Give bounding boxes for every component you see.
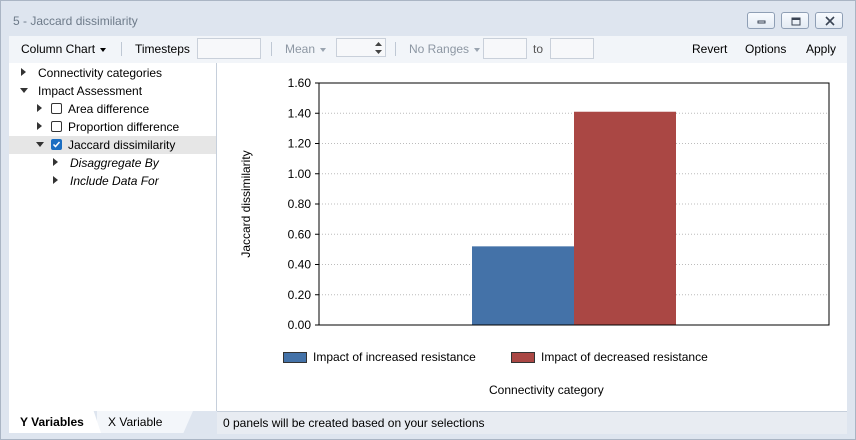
y-tick-label: 1.40	[288, 106, 312, 120]
tree-item-include-data-for[interactable]: Include Data For	[9, 172, 216, 190]
legend-label-decreased: Impact of decreased resistance	[541, 350, 708, 364]
tab-x-variable[interactable]: X Variable	[97, 411, 193, 433]
toolbar-separator	[395, 42, 396, 56]
x-axis-title: Connectivity category	[489, 383, 604, 397]
legend-label-increased: Impact of increased resistance	[313, 350, 476, 364]
expand-icon[interactable]	[37, 122, 42, 130]
ranges-label: No Ranges	[409, 42, 470, 56]
restore-icon	[791, 17, 801, 26]
window-title: 5 - Jaccard dissimilarity	[13, 14, 138, 28]
y-tick-label: 0.40	[288, 258, 312, 272]
revert-button[interactable]: Revert	[692, 42, 728, 56]
expand-icon[interactable]	[53, 158, 58, 166]
tree-item-label: Include Data For	[70, 174, 159, 188]
plot-frame	[318, 82, 830, 326]
toolbar-separator	[271, 42, 272, 56]
title-bar: 5 - Jaccard dissimilarity	[1, 1, 855, 35]
apply-button[interactable]: Apply	[806, 42, 837, 56]
range-to-input[interactable]	[550, 38, 594, 59]
y-tick-label: 1.60	[288, 76, 312, 90]
expand-icon[interactable]	[53, 176, 58, 184]
y-tick-label: 1.20	[288, 137, 312, 151]
chart-panel: 0.00 0.20 0.40 0.60 0.80 1.00 1.20 1.40 1.60 Jacc…	[217, 63, 847, 411]
mean-label: Mean	[285, 42, 316, 56]
ranges-dropdown[interactable]: No Ranges	[409, 42, 481, 56]
toolbar: Column Chart Timesteps Mean No Ranges to…	[9, 36, 847, 64]
tab-label: Y Variables	[20, 415, 84, 429]
checkbox[interactable]	[51, 103, 62, 114]
timesteps-input[interactable]	[197, 38, 261, 59]
tree-item-connectivity-categories[interactable]: Connectivity categories	[9, 64, 216, 82]
close-button[interactable]	[815, 12, 843, 29]
expand-icon[interactable]	[37, 104, 42, 112]
bar-decreased-resistance[interactable]	[574, 111, 676, 325]
to-label: to	[533, 42, 544, 56]
chevron-down-icon	[100, 47, 107, 52]
y-tick-label: 0.00	[288, 318, 312, 332]
chevron-down-icon	[320, 47, 327, 52]
mean-stepper[interactable]	[336, 38, 386, 57]
chevron-down-icon	[474, 47, 481, 52]
checkbox-checked[interactable]	[51, 139, 62, 150]
tree-item-impact-assessment[interactable]: Impact Assessment	[9, 82, 216, 100]
legend-swatch-increased	[283, 352, 307, 363]
collapse-icon[interactable]	[36, 142, 44, 147]
options-button[interactable]: Options	[745, 42, 787, 56]
tree-item-proportion-difference[interactable]: Proportion difference	[9, 118, 216, 136]
y-tick-label: 1.00	[288, 167, 312, 181]
close-icon	[825, 16, 835, 26]
arrow-up-icon[interactable]	[373, 40, 384, 48]
variable-tabs: X Variable Y Variables	[9, 411, 216, 433]
chart-type-label: Column Chart	[21, 42, 96, 56]
tree-item-label: Disaggregate By	[70, 156, 159, 170]
tree-item-area-difference[interactable]: Area difference	[9, 100, 216, 118]
tree-item-label: Proportion difference	[68, 120, 180, 134]
collapse-icon[interactable]	[20, 88, 28, 93]
toolbar-separator	[121, 42, 122, 56]
chart-type-dropdown[interactable]: Column Chart	[21, 42, 107, 56]
tree-item-label: Area difference	[68, 102, 150, 116]
status-text: 0 panels will be created based on your s…	[223, 416, 485, 430]
minimize-icon	[757, 20, 766, 24]
y-tick-label: 0.60	[288, 227, 312, 241]
tree-item-jaccard-dissimilarity[interactable]: Jaccard dissimilarity	[9, 136, 216, 154]
tree-item-label: Jaccard dissimilarity	[68, 138, 176, 152]
tree-item-disaggregate-by[interactable]: Disaggregate By	[9, 154, 216, 172]
variables-tree: Connectivity categories Impact Assessmen…	[9, 63, 217, 411]
status-bar: 0 panels will be created based on your s…	[217, 411, 847, 434]
tab-label: X Variable	[108, 415, 163, 429]
legend-swatch-decreased	[511, 352, 535, 363]
check-icon	[52, 141, 61, 148]
restore-button[interactable]	[781, 12, 809, 29]
arrow-down-icon[interactable]	[373, 48, 384, 56]
timesteps-label: Timesteps	[135, 42, 190, 56]
y-tick-label: 0.20	[288, 288, 312, 302]
minimize-button[interactable]	[747, 12, 775, 29]
tab-y-variables[interactable]: Y Variables	[9, 411, 101, 433]
mean-dropdown[interactable]: Mean	[285, 42, 327, 56]
y-tick-label: 0.80	[288, 197, 312, 211]
bar-increased-resistance[interactable]	[472, 246, 574, 325]
column-chart: 0.00 0.20 0.40 0.60 0.80 1.00 1.20 1.40 1.60 Jacc…	[239, 76, 830, 332]
expand-icon[interactable]	[21, 68, 26, 76]
tree-item-label: Connectivity categories	[38, 66, 163, 80]
range-from-input[interactable]	[483, 38, 527, 59]
checkbox[interactable]	[51, 121, 62, 132]
tree-item-label: Impact Assessment	[38, 84, 143, 98]
y-axis-title: Jaccard dissimilarity	[239, 150, 253, 257]
